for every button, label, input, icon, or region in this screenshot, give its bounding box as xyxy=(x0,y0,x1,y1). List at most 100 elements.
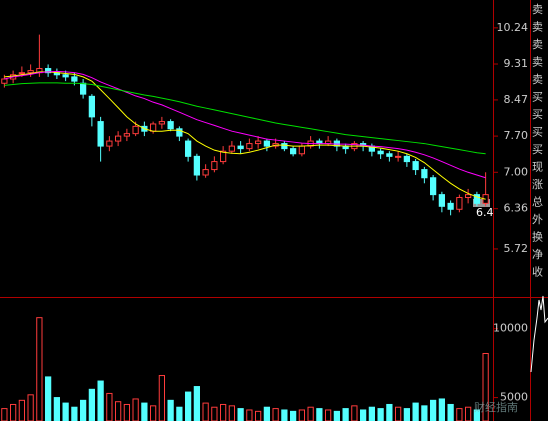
volume-bar xyxy=(88,388,95,421)
volume-bar xyxy=(412,402,419,421)
price-annotation: 6.4 xyxy=(476,206,494,219)
volume-bar xyxy=(237,408,244,421)
volume-tick-label: 5000 xyxy=(500,391,528,404)
y-tick-label: 9.31 xyxy=(504,57,529,70)
price-marker xyxy=(473,199,490,207)
side-label: 买 xyxy=(532,108,543,121)
volume-bar xyxy=(421,405,428,421)
candle-body xyxy=(193,155,200,176)
side-label: 涨 xyxy=(532,178,543,191)
candle-body xyxy=(377,150,384,155)
volume-bar xyxy=(377,408,384,421)
volume-bar xyxy=(465,406,472,421)
volume-bar xyxy=(228,405,235,421)
candle-body xyxy=(211,161,218,171)
side-label: 卖 xyxy=(532,56,543,69)
candle-body xyxy=(88,95,95,118)
volume-bar xyxy=(211,406,218,421)
volume-bar xyxy=(395,406,402,421)
volume-bar xyxy=(473,409,480,421)
volume-bar xyxy=(62,402,69,421)
volume-bar xyxy=(430,399,437,421)
volume-bar xyxy=(53,397,60,421)
candle-body xyxy=(237,145,244,150)
side-label: 总 xyxy=(532,195,543,209)
candle-body xyxy=(403,155,410,163)
volume-bar xyxy=(333,410,340,421)
volume-bar xyxy=(307,406,314,421)
volume-bar xyxy=(176,406,183,421)
candle-body xyxy=(412,161,419,171)
candle-body xyxy=(150,123,157,132)
candle-body xyxy=(447,202,454,210)
volume-bar xyxy=(351,405,358,421)
volume-bar xyxy=(272,408,279,421)
candle-body xyxy=(465,194,472,199)
volume-bar xyxy=(298,409,305,421)
volume-bar xyxy=(185,391,192,421)
candle-body xyxy=(220,150,227,163)
volume-bar xyxy=(80,399,87,421)
volume-bar xyxy=(167,399,174,421)
volume-bar xyxy=(246,409,253,421)
side-label: 买 xyxy=(532,143,543,156)
side-label: 外 xyxy=(532,213,543,226)
y-tick-label: 7.00 xyxy=(504,165,529,178)
candle-body xyxy=(246,143,253,150)
moving-average xyxy=(4,70,486,179)
y-tick-label: 7.70 xyxy=(504,129,529,142)
candle-body xyxy=(45,68,52,74)
side-label: 净 xyxy=(532,247,543,261)
volume-bar xyxy=(18,399,25,421)
side-label: 卖 xyxy=(532,3,543,16)
candle-body xyxy=(115,135,122,142)
candle-body xyxy=(1,78,8,84)
volume-bar xyxy=(115,401,122,421)
side-label: 换 xyxy=(532,230,543,244)
candle-body xyxy=(185,140,192,157)
volume-bar xyxy=(132,398,139,421)
volume-bar xyxy=(123,403,130,421)
volume-bar xyxy=(150,405,157,421)
volume-tick-label: 10000 xyxy=(493,322,528,335)
volume-bar xyxy=(386,403,393,421)
volume-bar xyxy=(27,394,34,421)
candle-body xyxy=(106,140,113,147)
candle-body xyxy=(228,145,235,152)
volume-bar xyxy=(447,403,454,421)
volume-bar xyxy=(438,398,445,421)
candle-body xyxy=(123,133,130,137)
candle-body xyxy=(132,125,139,135)
candle-body xyxy=(290,148,297,155)
candle-body xyxy=(386,153,393,157)
candle-body xyxy=(438,194,445,207)
volume-bar xyxy=(193,386,200,421)
moving-average xyxy=(4,71,486,200)
volume-bar xyxy=(1,408,8,421)
candle-body xyxy=(18,72,25,75)
candle-body xyxy=(255,140,262,145)
side-label: 现 xyxy=(532,161,543,174)
candle-body xyxy=(298,145,305,155)
candle-body xyxy=(421,169,428,179)
volume-bar xyxy=(281,409,288,421)
y-tick-label: 6.36 xyxy=(504,202,529,215)
volume-bar xyxy=(71,406,78,421)
candle-body xyxy=(167,121,174,130)
y-tick-label: 10.24 xyxy=(497,21,529,34)
volume-bar xyxy=(368,406,375,421)
y-tick-label: 8.47 xyxy=(504,93,529,106)
volume-bar xyxy=(403,408,410,421)
candle-body xyxy=(27,70,34,74)
volume-bar xyxy=(45,376,52,421)
watermark: 财经指南 xyxy=(474,400,518,414)
candle-body xyxy=(473,194,480,204)
volume-bar xyxy=(263,406,270,421)
candle-body xyxy=(395,155,402,158)
candle-body xyxy=(97,121,104,147)
volume-bar xyxy=(255,410,262,421)
side-label: 买 xyxy=(532,126,543,139)
volume-bar xyxy=(220,403,227,421)
